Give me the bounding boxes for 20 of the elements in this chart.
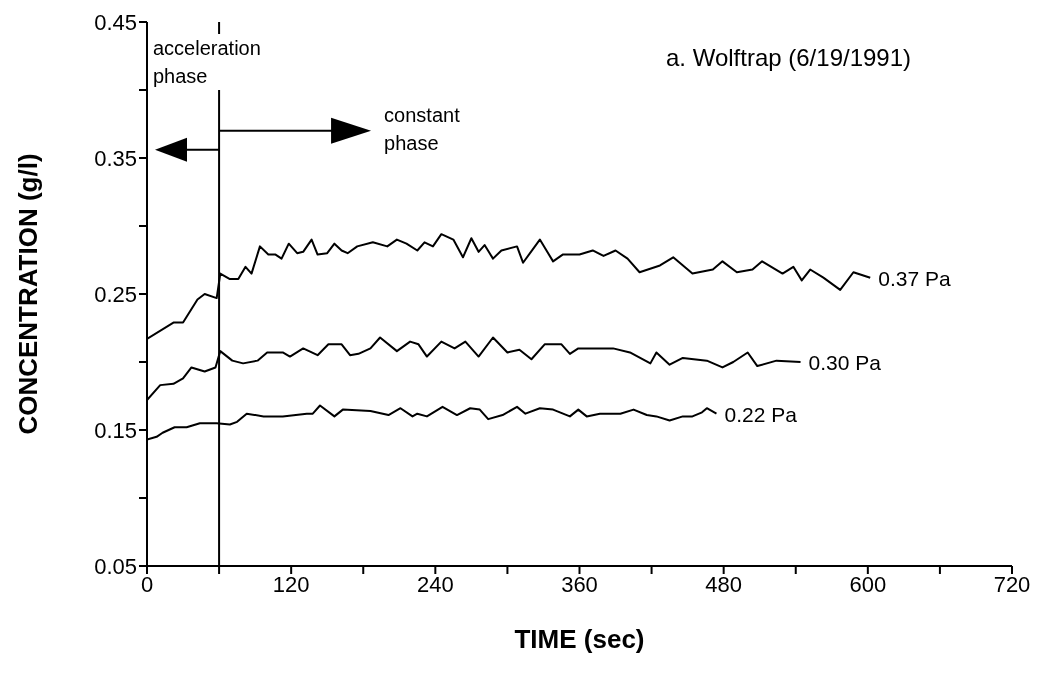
series-label: 0.22 Pa <box>724 402 798 426</box>
x-tick-label: 0 <box>140 571 154 597</box>
series-label: 0.37 Pa <box>878 266 951 290</box>
x-axis-title: TIME (sec) <box>514 624 645 654</box>
y-tick-label: 0.45 <box>94 9 137 35</box>
y-tick-label: 0.25 <box>94 281 137 307</box>
x-tick-label: 600 <box>849 571 887 597</box>
series-label: 0.30 Pa <box>808 351 882 374</box>
x-tick-label: 480 <box>705 571 743 597</box>
y-tick-label: 0.35 <box>94 145 137 171</box>
y-tick-label: 0.15 <box>94 417 137 443</box>
x-tick-label: 360 <box>561 571 598 597</box>
y-tick-label: 0.05 <box>94 553 137 579</box>
y-axis-title: CONCENTRATION (g/l) <box>13 153 44 435</box>
annotation: constant phase <box>384 102 460 156</box>
x-tick-label: 720 <box>993 571 1031 597</box>
annotation: acceleration phase <box>153 34 261 90</box>
text: a. Wolftrap (6/19/1991) <box>666 44 912 72</box>
x-tick-label: 240 <box>416 571 454 597</box>
x-tick-label: 120 <box>272 571 310 597</box>
